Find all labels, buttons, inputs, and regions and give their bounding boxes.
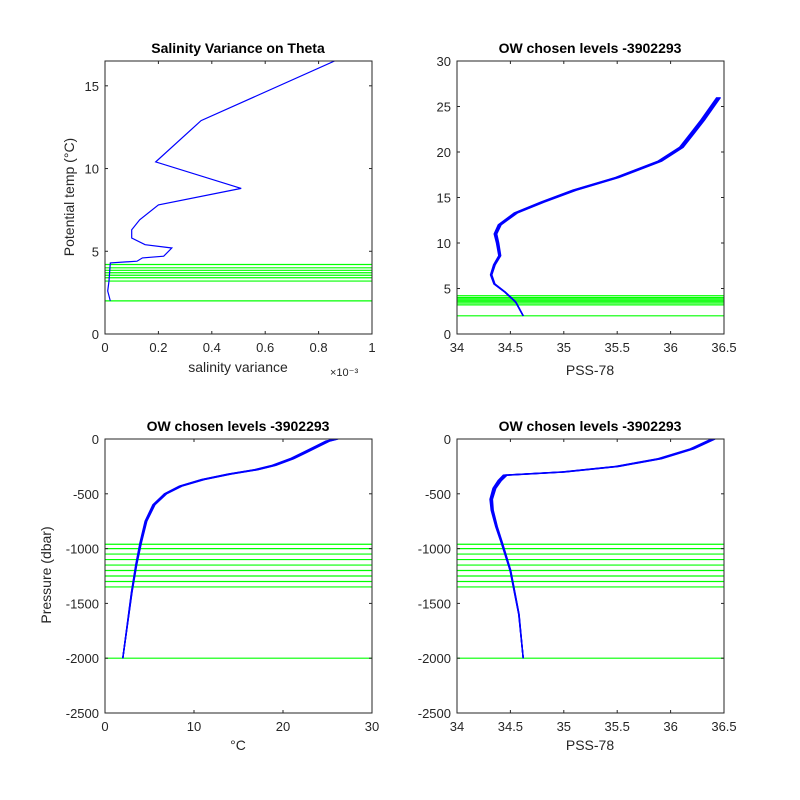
x-tick-label: 0 <box>101 340 108 355</box>
panel-title: OW chosen levels -3902293 <box>499 418 682 434</box>
profile-line <box>490 96 719 317</box>
x-tick-label: 34.5 <box>498 719 523 734</box>
x-tick-label: 34 <box>450 340 464 355</box>
axes-box <box>104 60 373 335</box>
y-tick-label: 0 <box>444 432 451 447</box>
y-tick-label: 5 <box>92 244 99 259</box>
x-tick-label: 0 <box>101 719 108 734</box>
y-tick-label: -500 <box>73 487 99 502</box>
y-tick-label: -2000 <box>418 651 451 666</box>
panel-title: Salinity Variance on Theta <box>151 40 325 56</box>
x-tick-label: 36.5 <box>711 340 736 355</box>
axes-box <box>456 60 725 335</box>
profile-line <box>122 439 339 659</box>
y-tick-label: -2500 <box>418 706 451 721</box>
x-tick-label: 0.2 <box>149 340 167 355</box>
y-tick-label: -500 <box>425 487 451 502</box>
x-multiplier-label: ×10⁻³ <box>330 367 358 379</box>
x-tick-label: 30 <box>365 719 379 734</box>
y-tick-label: 10 <box>437 236 451 251</box>
x-tick-label: 35.5 <box>605 719 630 734</box>
y-tick-label: 5 <box>444 282 451 297</box>
profile-line <box>107 61 335 302</box>
profile-line <box>491 96 722 317</box>
x-tick-label: 35.5 <box>605 340 630 355</box>
x-tick-label: 36 <box>663 719 677 734</box>
y-tick-label: 0 <box>92 432 99 447</box>
x-tick-label: 36.5 <box>711 719 736 734</box>
x-tick-label: 36 <box>663 340 677 355</box>
panel-title: OW chosen levels -3902293 <box>499 40 682 56</box>
profile-line <box>490 96 721 317</box>
y-tick-label: -1000 <box>418 542 451 557</box>
y-axis-label: Potential temp (°C) <box>61 138 77 256</box>
y-tick-label: 0 <box>444 327 451 342</box>
panel-pressure-salinity: OW chosen levels -3902293 PSS-78 34 34.5 3… <box>418 418 737 753</box>
y-tick-label: 0 <box>92 327 99 342</box>
x-tick-label: 0.8 <box>310 340 328 355</box>
y-tick-label: -1000 <box>66 542 99 557</box>
y-tick-label: 30 <box>437 54 451 69</box>
x-tick-label: 34.5 <box>498 340 523 355</box>
axes-box <box>104 438 373 714</box>
x-tick-label: 0.4 <box>203 340 221 355</box>
x-axis-label: PSS-78 <box>566 737 614 753</box>
y-tick-label: 10 <box>85 162 99 177</box>
x-tick-label: 20 <box>276 719 290 734</box>
x-tick-label: 10 <box>187 719 201 734</box>
x-tick-label: 35 <box>557 719 571 734</box>
y-tick-label: 15 <box>437 191 451 206</box>
x-tick-label: 0.6 <box>256 340 274 355</box>
y-tick-label: -2500 <box>66 706 99 721</box>
panel-pressure-temperature: OW chosen levels -3902293 °C Pressure (d… <box>38 418 379 753</box>
y-tick-label: -1500 <box>418 596 451 611</box>
x-tick-label: 1 <box>368 340 375 355</box>
x-tick-label: 34 <box>450 719 464 734</box>
x-axis-label: PSS-78 <box>566 362 614 378</box>
axes-box <box>456 438 725 714</box>
y-axis-label: Pressure (dbar) <box>38 526 54 623</box>
x-axis-label: salinity variance <box>188 359 288 375</box>
x-tick-label: 35 <box>557 340 571 355</box>
y-tick-label: 15 <box>85 79 99 94</box>
panel-title: OW chosen levels -3902293 <box>147 418 330 434</box>
x-axis-label: °C <box>230 737 246 753</box>
y-tick-label: 25 <box>437 100 451 115</box>
y-tick-label: -2000 <box>66 651 99 666</box>
y-tick-label: 20 <box>437 145 451 160</box>
profile-line <box>491 439 716 659</box>
panel-theta-salinity: OW chosen levels -3902293 PSS-78 34 34.5 3… <box>437 40 737 378</box>
profile-line <box>489 96 718 317</box>
panel-salinity-variance: Salinity Variance on Theta salinity vari… <box>61 40 376 379</box>
profile-line <box>490 96 720 317</box>
y-tick-label: -1500 <box>66 596 99 611</box>
